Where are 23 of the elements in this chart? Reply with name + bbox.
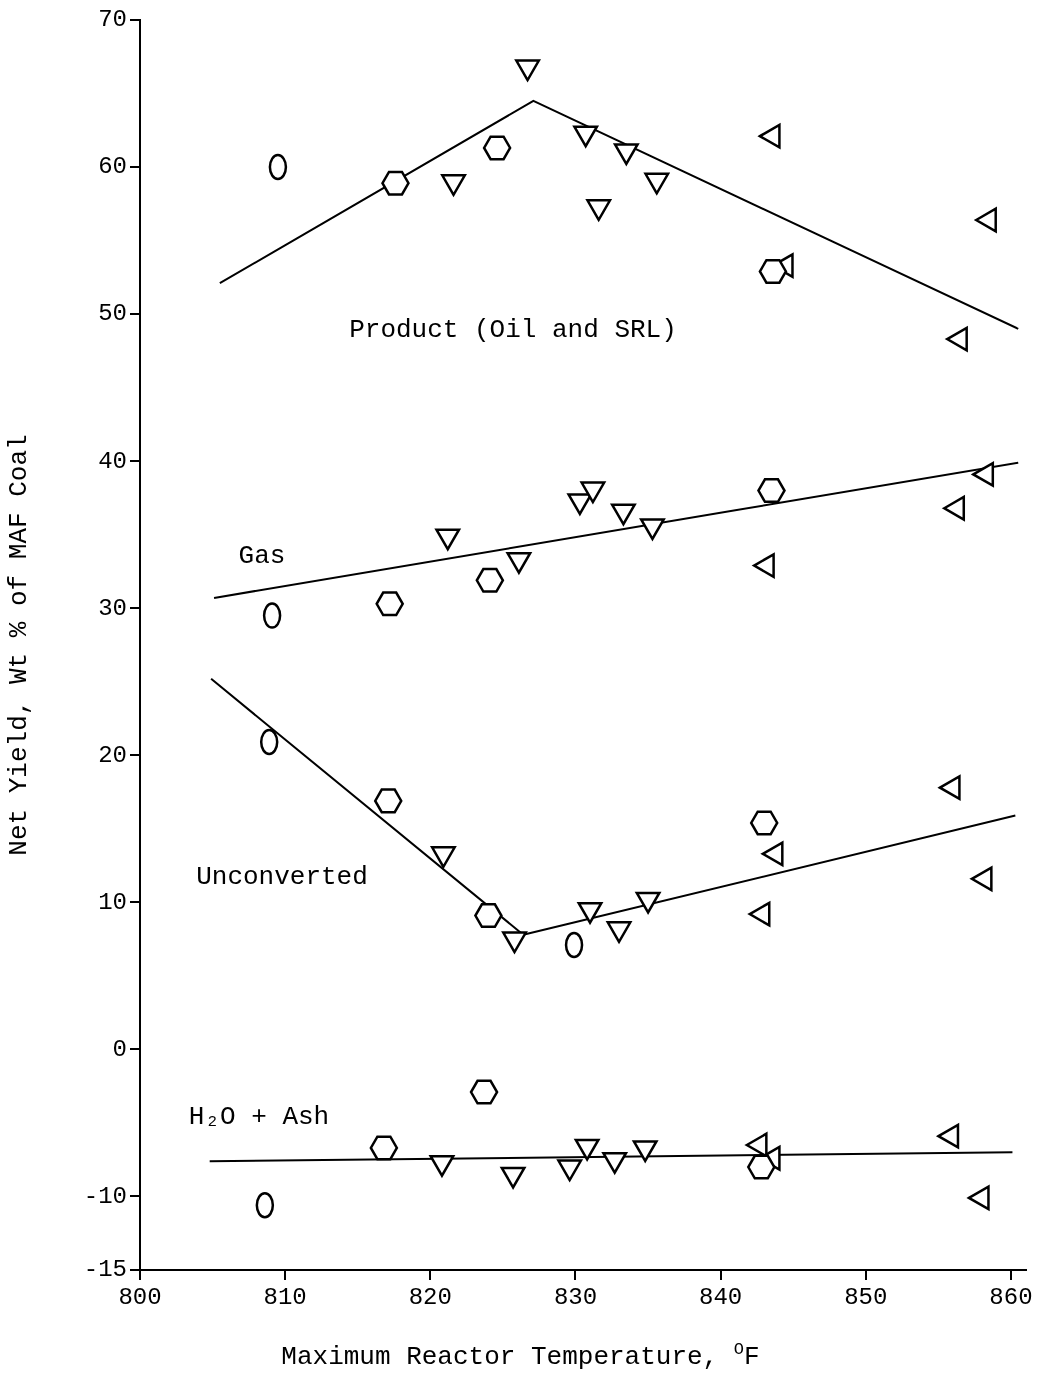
y-tick-label: 0: [112, 1035, 127, 1063]
y-tick-label: 30: [98, 594, 127, 622]
y-tick-label: 50: [98, 300, 127, 328]
annotation: H₂O + Ash: [188, 1101, 330, 1132]
annotation: Gas: [238, 540, 286, 571]
annotation: Unconverted: [196, 861, 368, 892]
x-tick-label: 810: [263, 1283, 307, 1311]
x-tick-label: 850: [844, 1283, 888, 1311]
y-tick-label: -10: [83, 1182, 127, 1210]
x-tick-label: 830: [553, 1283, 598, 1311]
y-tick-label: 40: [98, 447, 127, 475]
y-tick-label: 60: [98, 153, 127, 181]
y-tick-label: 20: [98, 741, 127, 769]
y-tick-label: -15: [83, 1256, 127, 1284]
x-tick-label: 820: [408, 1283, 452, 1311]
y-axis-title: Net Yield, Wt % of MAF Coal: [4, 434, 35, 856]
y-tick-label: 10: [98, 888, 127, 916]
x-axis-title: Maximum Reactor Temperature, $^{O}$F: [280, 1340, 761, 1372]
x-tick-label: 800: [118, 1283, 162, 1311]
y-tick-label: 70: [98, 6, 127, 34]
annotation: Product (Oil and SRL): [349, 314, 677, 345]
x-tick-label: 860: [989, 1283, 1033, 1311]
x-tick-label: 840: [699, 1283, 743, 1311]
